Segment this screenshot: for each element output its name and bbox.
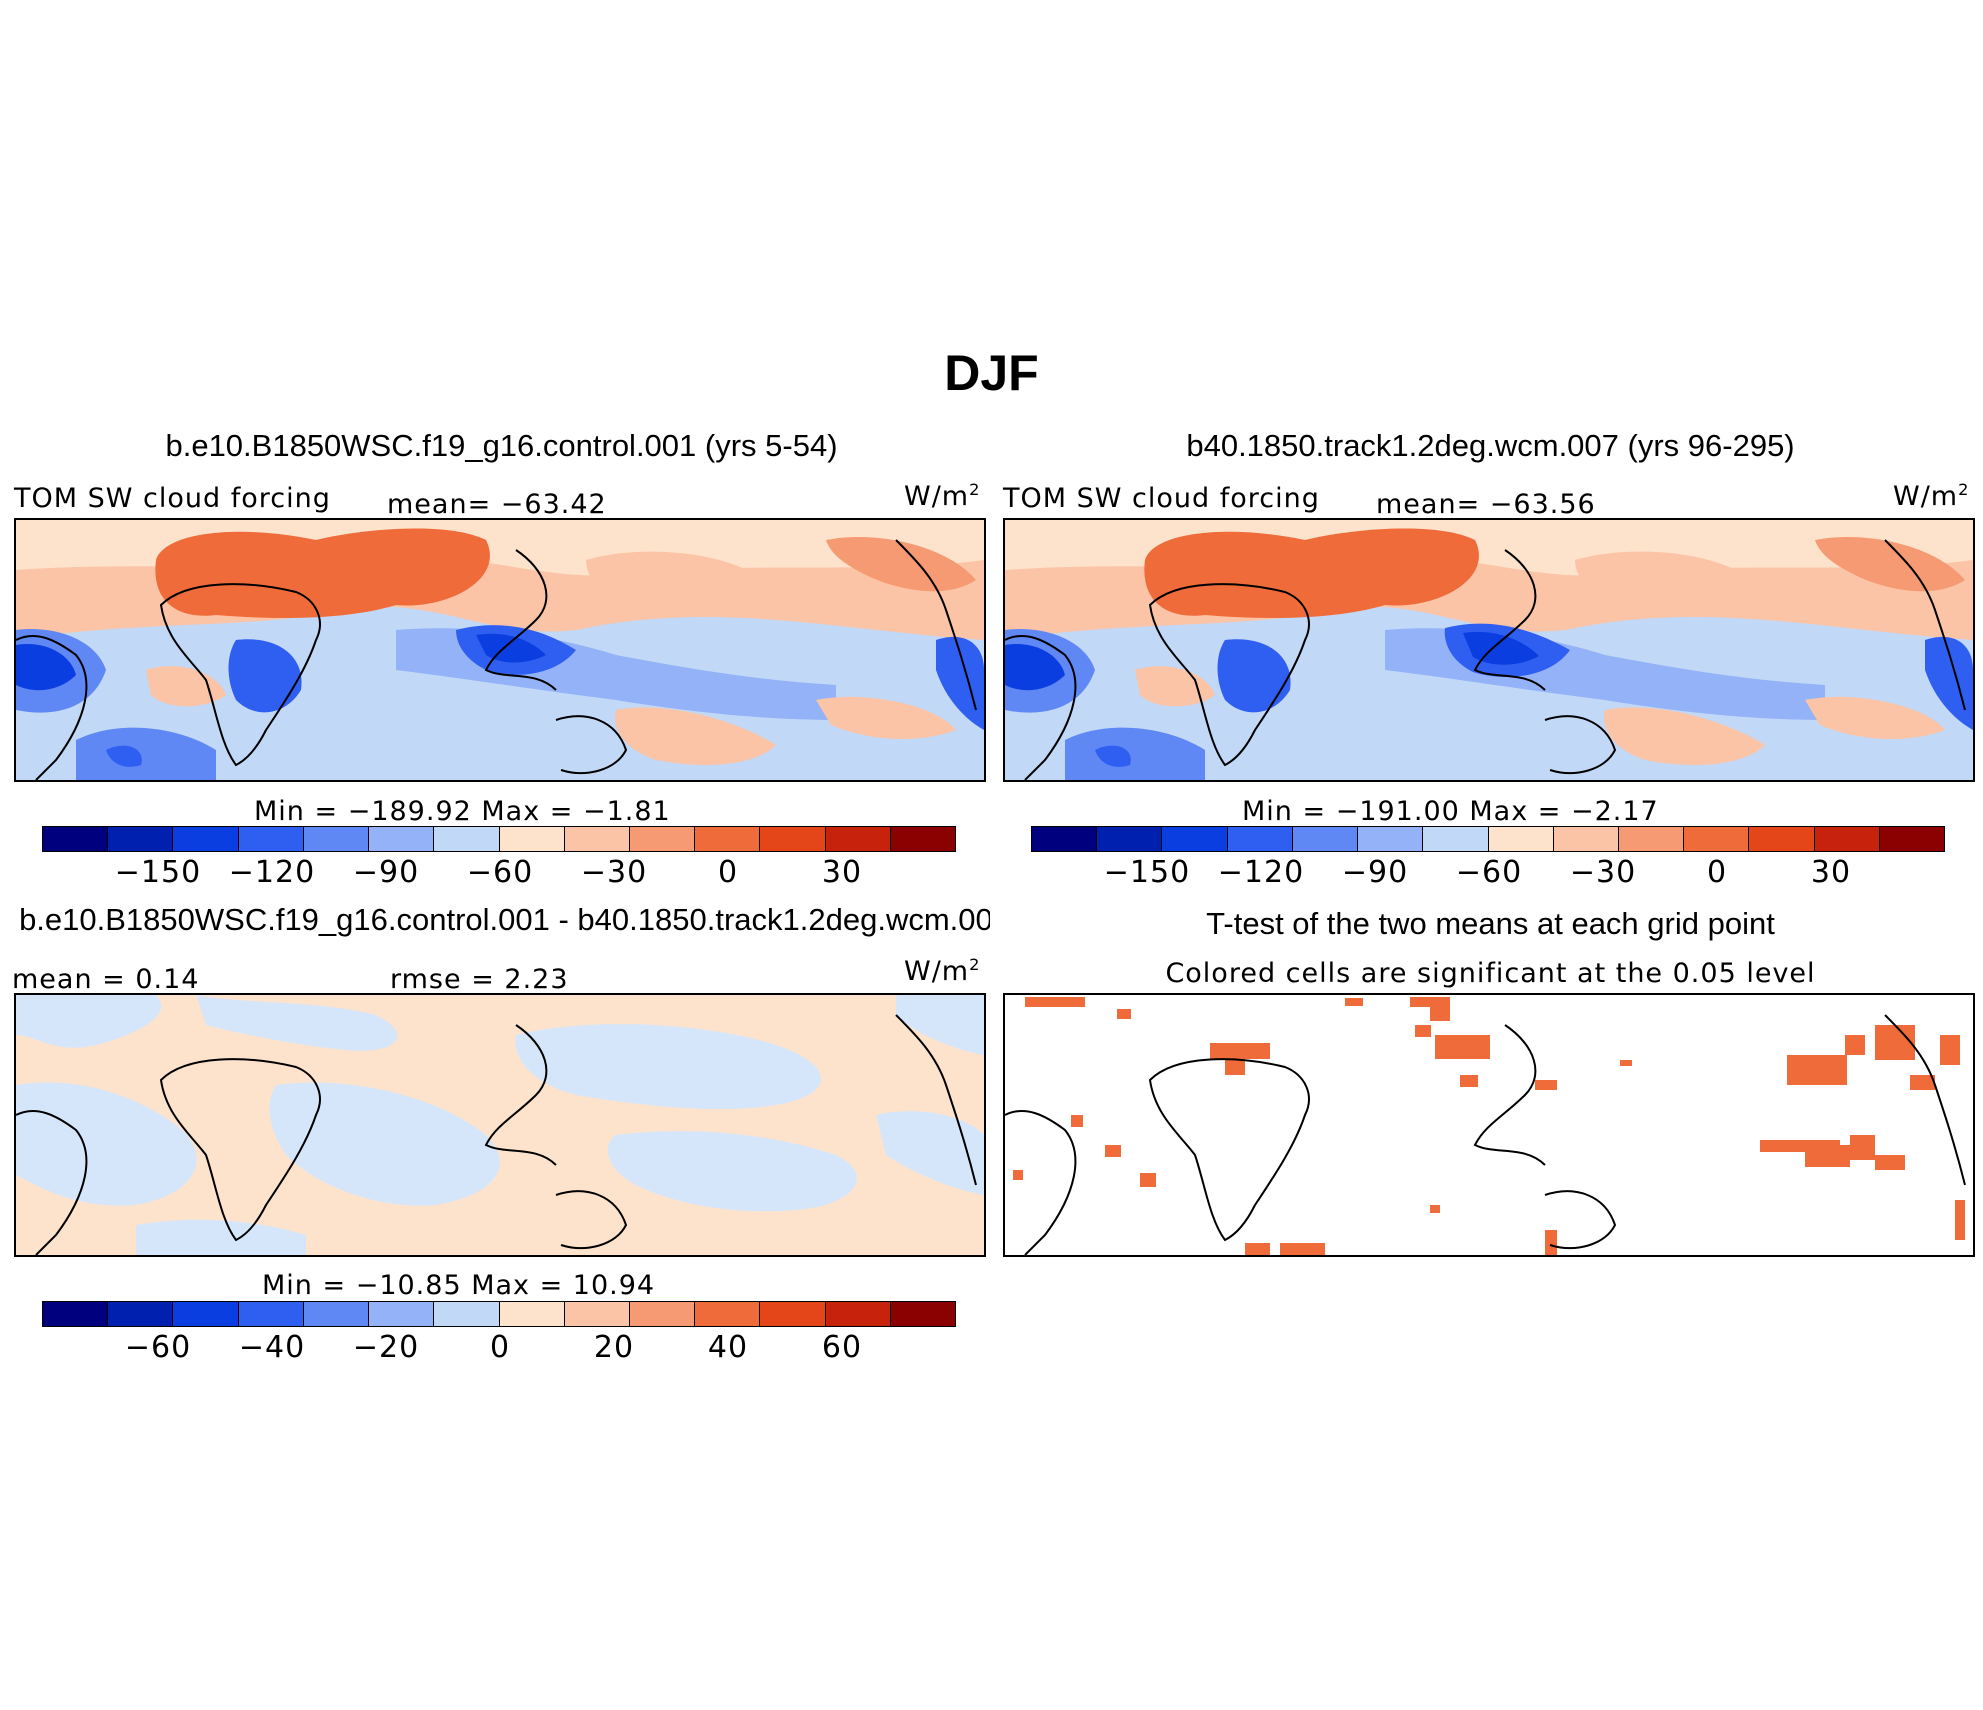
panel2-field (1005, 520, 1973, 780)
cb1-tick-label: −60 (466, 855, 534, 890)
significant-cells (1013, 997, 1965, 1255)
cb1-tick-label: −90 (352, 855, 420, 890)
cb3-tick-label: 20 (593, 1330, 635, 1365)
cb3-tick-label: 0 (489, 1330, 511, 1365)
cb2-tick-label: −120 (1217, 855, 1305, 890)
panel3-minmax: Min = −10.85 Max = 10.94 (262, 1270, 656, 1301)
panel4-map (1003, 993, 1975, 1257)
cb1-tick-label: 30 (821, 855, 863, 890)
panel3-units: W/m2 (904, 955, 981, 987)
panel2-minmax: Min = −191.00 Max = −2.17 (1242, 796, 1659, 827)
panel3-title: b.e10.B1850WSC.f19_g16.control.001 - b40… (19, 902, 990, 937)
panel1-field (16, 520, 984, 780)
cb2-tick-label: 30 (1810, 855, 1852, 890)
cb3-tick-label: −20 (352, 1330, 420, 1365)
panel4-subtitle: Colored cells are significant at the 0.0… (1165, 958, 1816, 989)
panel2-colorbar-ticks: −150 −120 −90 −60 −30 0 30 (989, 855, 1979, 895)
cb1-tick-label: −120 (228, 855, 316, 890)
panel3-mean: mean = 0.14 (12, 964, 200, 995)
panel4-title: T-test of the two means at each grid poi… (1206, 906, 1775, 941)
page-title: DJF (944, 345, 1039, 401)
panel4-field (1005, 995, 1973, 1255)
panel3-title-clip: b.e10.B1850WSC.f19_g16.control.001 - b40… (0, 900, 990, 945)
cb1-tick-label: −30 (580, 855, 648, 890)
panel3-colorbar (42, 1301, 956, 1327)
panel1-title: b.e10.B1850WSC.f19_g16.control.001 (yrs … (165, 428, 838, 463)
panel3-field (16, 995, 984, 1255)
panel1-variable-label: TOM SW cloud forcing (14, 483, 331, 514)
panel1-mean: mean= −63.42 (387, 489, 607, 520)
panel2-title: b40.1850.track1.2deg.wcm.007 (yrs 96-295… (1186, 428, 1795, 463)
panel3-rmse: rmse = 2.23 (390, 964, 569, 995)
cb2-tick-label: −90 (1341, 855, 1409, 890)
panel2-map (1003, 518, 1975, 782)
panel2-variable-label: TOM SW cloud forcing (1003, 483, 1320, 514)
panel1-colorbar (42, 826, 956, 852)
panel2-mean: mean= −63.56 (1376, 489, 1596, 520)
panel3-map (14, 993, 986, 1257)
cb1-tick-label: 0 (717, 855, 739, 890)
panel1-units: W/m2 (904, 480, 981, 512)
panel1-map (14, 518, 986, 782)
cb3-tick-label: −60 (124, 1330, 192, 1365)
panel1-colorbar-ticks: −150 −120 −90 −60 −30 0 30 (0, 855, 990, 895)
cb1-tick-label: −150 (114, 855, 202, 890)
cb2-tick-label: −30 (1569, 855, 1637, 890)
panel3-colorbar-ticks: −60 −40 −20 0 20 40 60 (0, 1330, 990, 1370)
cb3-tick-label: 40 (707, 1330, 749, 1365)
cb3-tick-label: −40 (238, 1330, 306, 1365)
panel1-minmax: Min = −189.92 Max = −1.81 (254, 796, 671, 827)
cb2-tick-label: −60 (1455, 855, 1523, 890)
cb2-tick-label: −150 (1103, 855, 1191, 890)
panel2-units: W/m2 (1893, 480, 1970, 512)
cb2-tick-label: 0 (1706, 855, 1728, 890)
panel2-colorbar (1031, 826, 1945, 852)
cb3-tick-label: 60 (821, 1330, 863, 1365)
